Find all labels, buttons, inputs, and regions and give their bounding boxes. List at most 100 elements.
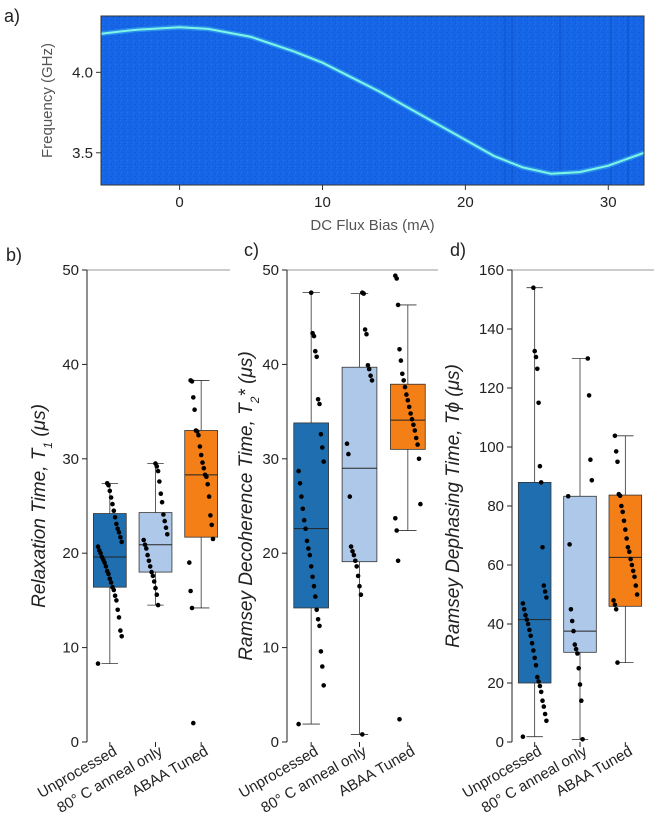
y-tick-label-50: 50 bbox=[262, 262, 279, 279]
box-0-point-24 bbox=[114, 521, 119, 527]
box-2-point-2 bbox=[612, 602, 618, 608]
box-0-point-29 bbox=[308, 290, 314, 296]
box-2-iqr bbox=[608, 494, 643, 607]
box-2-point-3 bbox=[187, 560, 192, 565]
box-0-point-27 bbox=[535, 366, 540, 372]
y-axis-label: Relaxation Time, T1 (μs) bbox=[29, 404, 55, 608]
box-1-point-15 bbox=[161, 512, 166, 517]
box-0-point-3 bbox=[116, 615, 122, 620]
box-2-point-10 bbox=[627, 549, 632, 554]
box-2-point-5 bbox=[633, 583, 639, 588]
box-1-point-3 bbox=[151, 579, 157, 584]
y-tick-label-10: 10 bbox=[262, 640, 279, 657]
box-0-point-12 bbox=[104, 568, 110, 574]
box-0-point-11 bbox=[307, 552, 313, 558]
box-2-point-0 bbox=[191, 720, 196, 726]
box-0-point-0 bbox=[520, 734, 526, 739]
box-2-point-10 bbox=[202, 472, 208, 478]
box-0-point-1 bbox=[119, 634, 124, 639]
box-0-point-2 bbox=[320, 664, 325, 669]
dispersion-curve bbox=[100, 26, 645, 175]
box-2-point-9 bbox=[411, 422, 416, 428]
box-1-point-10 bbox=[142, 542, 148, 547]
y-tick-label-0: 0 bbox=[271, 734, 279, 751]
box-1-point-13 bbox=[588, 457, 593, 463]
box-0-point-8 bbox=[110, 584, 115, 590]
y-tick-label-120: 120 bbox=[479, 380, 504, 397]
box-0-point-29 bbox=[532, 348, 537, 354]
box-1-point-11 bbox=[565, 494, 571, 499]
box-1-point-7 bbox=[350, 549, 355, 554]
box-1-iqr bbox=[563, 495, 597, 653]
box-0-point-27 bbox=[110, 501, 115, 507]
box-2-point-11 bbox=[201, 465, 207, 471]
y-tick-label-100: 100 bbox=[479, 439, 504, 456]
box-2-point-13 bbox=[198, 452, 204, 458]
box-0-point-23 bbox=[115, 526, 120, 531]
box-1-point-12 bbox=[165, 532, 170, 537]
y-tick-label-40: 40 bbox=[487, 616, 504, 633]
box-0-point-25 bbox=[314, 354, 320, 360]
box-1-point-6 bbox=[147, 564, 153, 569]
box-0-point-13 bbox=[528, 633, 533, 639]
box-1-point-6 bbox=[351, 552, 357, 558]
box-1-point-19 bbox=[360, 290, 365, 296]
y-tick-label-0: 0 bbox=[496, 734, 504, 751]
box-2-point-15 bbox=[196, 432, 201, 438]
box-1-point-9 bbox=[347, 494, 353, 499]
heatmap-frame bbox=[100, 15, 645, 186]
box-2-point-15 bbox=[402, 384, 408, 390]
box-0-point-11 bbox=[531, 648, 536, 653]
box-0-point-24 bbox=[315, 397, 321, 402]
box-2-point-22 bbox=[393, 273, 398, 279]
box-2-point-20 bbox=[613, 449, 619, 454]
box-1-point-0 bbox=[580, 737, 585, 742]
panel-label-d: d) bbox=[450, 240, 466, 260]
box-0-point-4 bbox=[115, 607, 120, 613]
box-2-point-12 bbox=[624, 536, 629, 541]
box-0-point-18 bbox=[521, 607, 527, 612]
y-tick-label-50: 50 bbox=[62, 262, 79, 279]
box-2-point-11 bbox=[625, 545, 631, 550]
box-0-point-26 bbox=[111, 508, 117, 513]
box-0-point-29 bbox=[107, 488, 113, 494]
box-0-point-4 bbox=[317, 623, 322, 629]
box-1-point-4 bbox=[575, 651, 580, 656]
y-tick-label-160: 160 bbox=[479, 262, 504, 279]
box-0-point-10 bbox=[532, 655, 537, 661]
box-0-point-18 bbox=[297, 481, 303, 486]
box-2-point-21 bbox=[612, 433, 618, 439]
box-1-iqr bbox=[341, 366, 378, 563]
box-2-point-0 bbox=[397, 717, 402, 722]
box-0-point-8 bbox=[535, 674, 540, 680]
box-2-point-13 bbox=[405, 398, 411, 403]
box-1-point-13 bbox=[163, 525, 169, 530]
y-tick-label-60: 60 bbox=[487, 557, 504, 574]
box-0-point-17 bbox=[523, 612, 528, 618]
box-0-point-22 bbox=[318, 432, 324, 437]
box-1-point-14 bbox=[162, 518, 167, 524]
y-tick-label-80: 80 bbox=[487, 498, 504, 515]
box-0-point-20 bbox=[544, 595, 549, 600]
box-0-point-10 bbox=[107, 576, 113, 581]
box-2-point-15 bbox=[620, 509, 625, 515]
y-tick-label-30: 30 bbox=[62, 451, 79, 468]
box-1-point-5 bbox=[353, 558, 358, 564]
box-1-point-18 bbox=[157, 479, 162, 484]
box-0-point-24 bbox=[538, 480, 544, 485]
y-tick-label-140: 140 bbox=[479, 321, 504, 338]
box-2-point-17 bbox=[400, 371, 405, 377]
panel-label-c: c) bbox=[244, 240, 259, 260]
box-1-point-8 bbox=[348, 544, 354, 549]
y-tick-label-10: 10 bbox=[62, 640, 79, 657]
box-0-point-21 bbox=[320, 445, 325, 450]
panel-label-a: a) bbox=[4, 6, 20, 26]
box-0-point-14 bbox=[303, 526, 308, 531]
box-1-iqr bbox=[138, 512, 173, 573]
box-0-point-16 bbox=[524, 617, 530, 622]
box-1-point-19 bbox=[155, 468, 161, 474]
box-0-point-28 bbox=[310, 330, 315, 336]
box-0-point-25 bbox=[112, 515, 118, 520]
box-2-point-14 bbox=[404, 392, 409, 397]
